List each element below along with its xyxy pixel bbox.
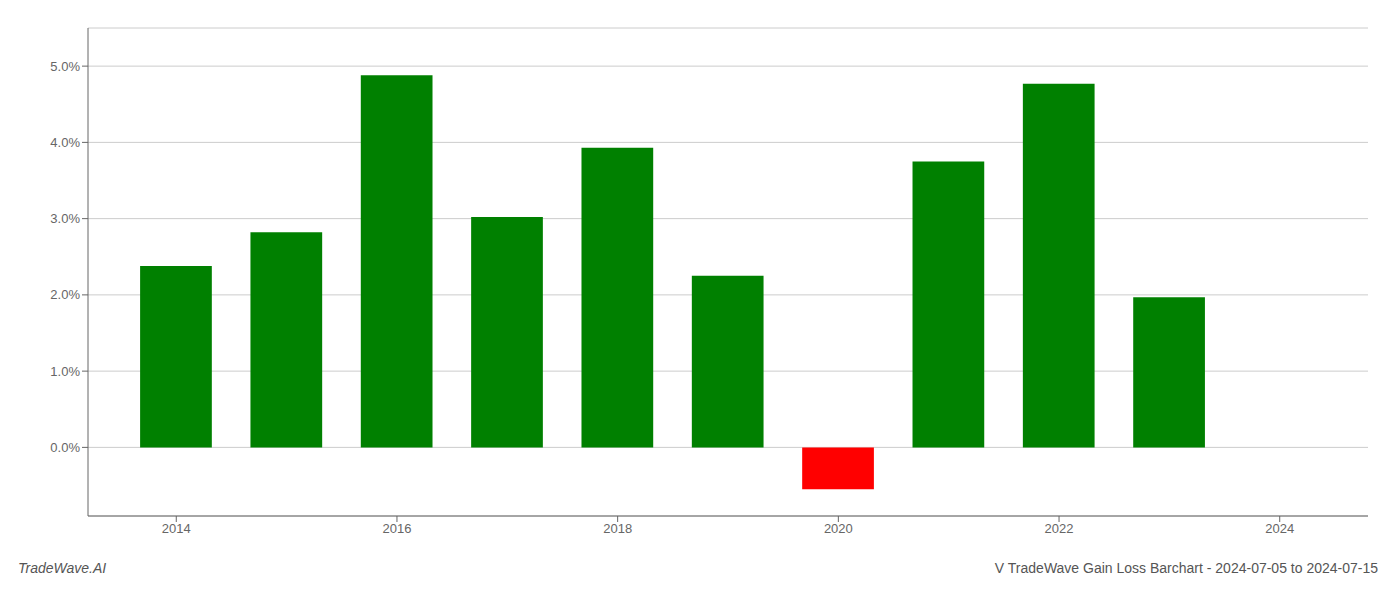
svg-text:4.0%: 4.0% — [50, 135, 80, 150]
html-text:V TradeWave Gain Loss Barchart: V TradeWave Gain Loss Barchart - 2024-07… — [994, 560, 1378, 576]
svg-text:5.0%: 5.0% — [50, 59, 80, 74]
svg-text:0.0%: 0.0% — [50, 440, 80, 455]
svg-text:2.0%: 2.0% — [50, 287, 80, 302]
svg-text:2014: 2014 — [162, 521, 191, 536]
svg-text:2024: 2024 — [1265, 521, 1294, 536]
svg-text:2022: 2022 — [1045, 521, 1074, 536]
svg-text:2020: 2020 — [824, 521, 853, 536]
svg-text:1.0%: 1.0% — [50, 364, 80, 379]
svg-text:3.0%: 3.0% — [50, 211, 80, 226]
html-text:TradeWave.AI: TradeWave.AI — [18, 560, 107, 576]
svg-text:2016: 2016 — [383, 521, 412, 536]
svg-text:2018: 2018 — [603, 521, 632, 536]
